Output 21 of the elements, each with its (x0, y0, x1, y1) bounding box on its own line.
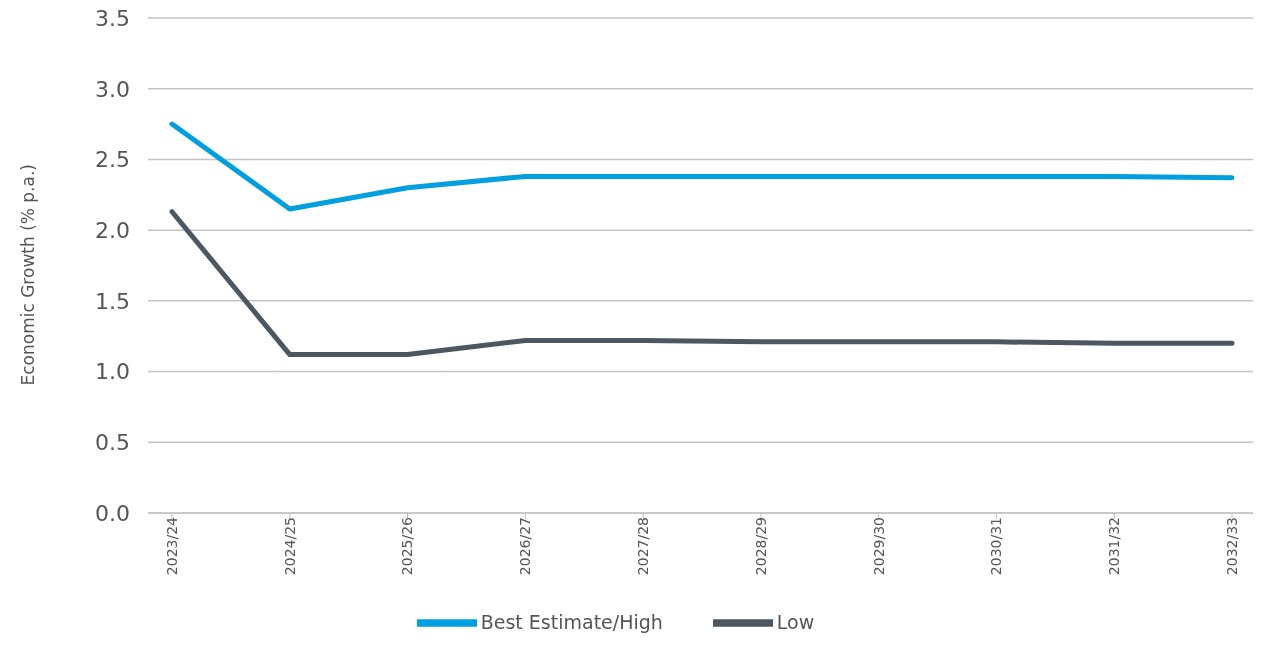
x-tick-label: 2025/26 (399, 516, 416, 576)
x-tick-label: 2028/29 (752, 517, 769, 576)
y-axis-title: Economic Growth (% p.a.) (18, 164, 39, 386)
legend-label: Low (776, 610, 815, 633)
y-tick-label: 0.0 (95, 500, 130, 526)
y-tick-label: 3.0 (95, 76, 130, 102)
y-tick-label: 1.0 (95, 359, 130, 385)
y-tick-label: 0.5 (95, 430, 130, 456)
x-tick-label: 2023/24 (163, 516, 180, 576)
x-tick-label: 2030/31 (988, 517, 1005, 576)
x-tick-label: 2031/32 (1106, 517, 1123, 576)
x-tick-label: 2027/28 (635, 517, 652, 576)
y-tick-label: 2.0 (95, 217, 130, 243)
x-tick-label: 2024/25 (281, 517, 298, 576)
y-tick-label: 1.5 (95, 288, 130, 314)
y-tick-label: 2.5 (95, 147, 130, 173)
legend-label: Best Estimate/High (480, 610, 663, 633)
x-tick-label: 2029/30 (870, 517, 887, 576)
x-tick-label: 2026/27 (517, 517, 534, 576)
y-tick-label: 3.5 (95, 5, 130, 31)
x-tick-label: 2032/33 (1223, 517, 1240, 576)
